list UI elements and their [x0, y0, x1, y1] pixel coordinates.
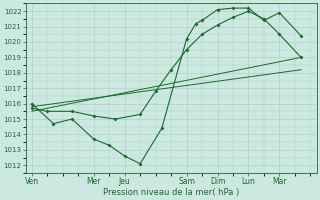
X-axis label: Pression niveau de la mer( hPa ): Pression niveau de la mer( hPa ) [103, 188, 239, 197]
